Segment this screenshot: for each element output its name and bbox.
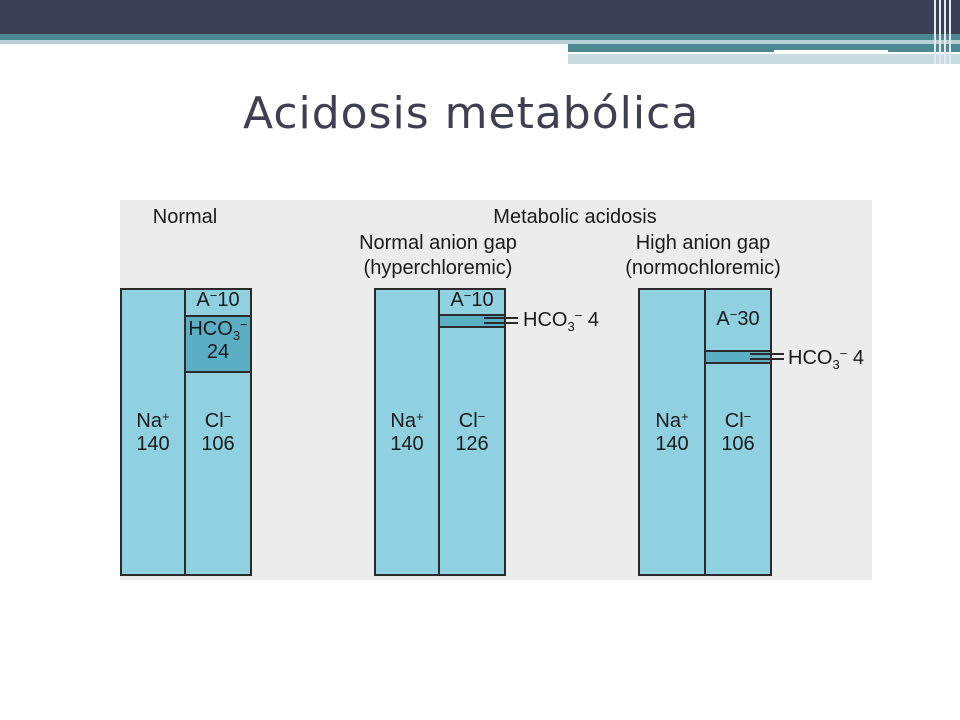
normal-anion-gap-label: A−10 [196,288,240,311]
normal-bicarbonate-band [184,315,252,373]
high-gap-chloride-label: Cl− 106 [721,409,755,455]
normal-gap-anion-column [438,288,506,576]
normal-gap-sodium-label: Na+ 140 [390,409,424,455]
high-gap-sodium-label: Na+ 140 [655,409,689,455]
normal-chloride-label: Cl− 106 [201,409,235,455]
high-gap-leader-line [750,353,784,355]
slide-title: Acidosis metabólica [243,88,700,139]
high-gap-anion-gap-label: A−30 [716,307,760,330]
high-gap-subheading: (normochloremic) [625,257,781,279]
panel-normal-heading: Normal [152,206,218,228]
high-gap-anion-column [704,288,772,576]
normal-gap-anion-gap-label: A−10 [450,288,494,311]
corner-decoration [934,0,952,64]
normal-sodium-label: Na+ 140 [136,409,170,455]
accent-stripe [0,34,960,40]
high-gap-heading: High anion gap [635,232,771,254]
normal-gap-heading: Normal anion gap [359,232,517,254]
accent-stripe-right [568,44,960,52]
normal-bicarbonate-label: HCO3− 24 [188,317,248,363]
metabolic-acidosis-heading: Metabolic acidosis [493,206,657,228]
accent-gap-line [774,50,888,53]
normal-gap-chloride-label: Cl− 126 [455,409,489,455]
normal-gap-bicarbonate-label: HCO3− 4 [523,308,599,334]
normal-gap-leader-line-2 [484,322,518,324]
accent-stripe-light [0,40,960,44]
top-bar [0,0,960,34]
anion-gap-figure: Normal Metabolic acidosis Normal anion g… [120,200,872,580]
accent-stripe-right-light [568,54,960,64]
high-gap-bicarbonate-label: HCO3− 4 [788,346,864,372]
normal-gap-subheading: (hyperchloremic) [363,257,513,279]
normal-gap-leader-line [484,317,518,319]
high-gap-leader-line-2 [750,358,784,360]
normal-gap-cation-column [374,288,440,576]
